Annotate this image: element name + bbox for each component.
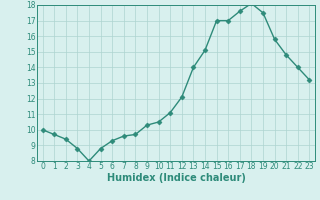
X-axis label: Humidex (Indice chaleur): Humidex (Indice chaleur) (107, 173, 245, 183)
